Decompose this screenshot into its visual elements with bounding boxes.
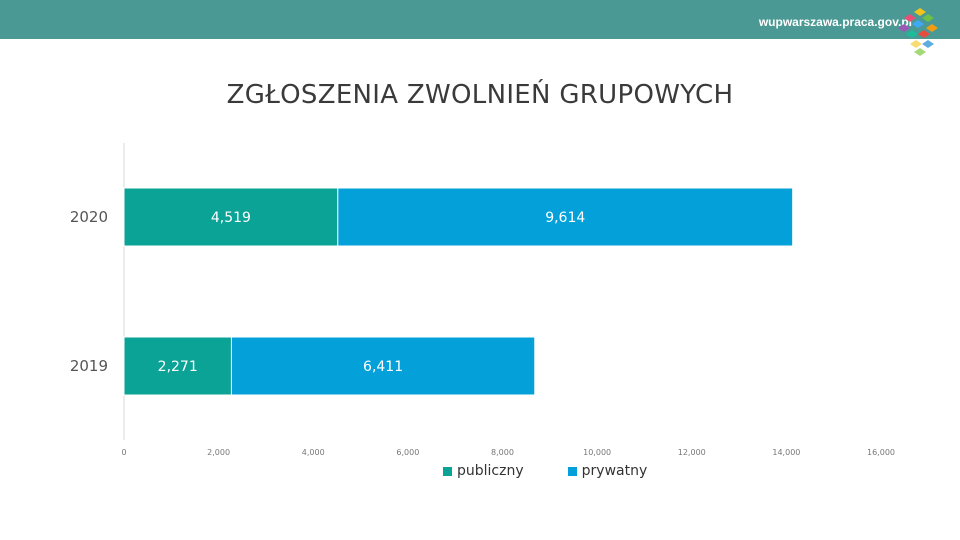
bar-prywatny-2019 [230, 336, 536, 396]
legend-item-prywatny: prywatny [567, 463, 648, 479]
x-tick-label: 8,000 [491, 448, 514, 457]
site-url[interactable]: wupwarszawa.praca.gov.pl [758, 15, 912, 29]
category-label: 2019 [70, 357, 108, 375]
data-label-prywatny-2020: 9,614 [545, 210, 585, 226]
legend-label-prywatny: prywatny [581, 463, 648, 479]
x-tick-label: 4,000 [302, 448, 325, 457]
legend-label-publiczny: publiczny [457, 463, 524, 479]
x-tick-label: 14,000 [772, 448, 800, 457]
legend-swatch-publiczny [443, 466, 452, 476]
legend-swatch-prywatny [567, 466, 577, 476]
data-label-prywatny-2019: 6,411 [363, 359, 403, 375]
bar-publiczny-2019 [123, 336, 232, 396]
chart-title: ZGŁOSZENIA ZWOLNIEŃ GRUPOWYCH [226, 80, 734, 110]
x-tick-label: 0 [121, 448, 126, 457]
data-label-publiczny-2019: 2,271 [158, 359, 198, 375]
data-label-publiczny-2020: 4,519 [211, 210, 251, 226]
x-tick-label: 2,000 [207, 448, 230, 457]
chart-legend: publiczny prywatny [443, 463, 647, 479]
category-label: 2020 [70, 208, 108, 226]
x-tick-label: 10,000 [583, 448, 611, 457]
bar-prywatny-2020 [337, 187, 794, 247]
header-bar: wupwarszawa.praca.gov.pl [0, 0, 960, 39]
x-tick-label: 12,000 [678, 448, 706, 457]
legend-item-publiczny: publiczny [443, 463, 524, 479]
x-tick-label: 6,000 [396, 448, 419, 457]
x-tick-label: 16,000 [867, 448, 895, 457]
colorful-cubes-logo-icon [898, 8, 938, 56]
